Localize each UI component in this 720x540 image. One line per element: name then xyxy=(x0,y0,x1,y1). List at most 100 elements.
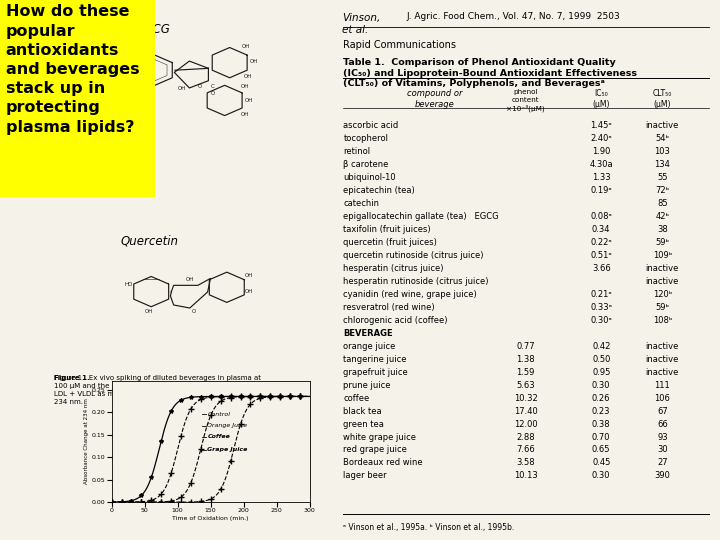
Text: 4.30a: 4.30a xyxy=(590,160,613,170)
Text: 55: 55 xyxy=(657,173,667,183)
Text: IC₅₀
(µM): IC₅₀ (µM) xyxy=(593,89,610,109)
Text: 42ᵇ: 42ᵇ xyxy=(655,212,670,221)
Text: 108ᵇ: 108ᵇ xyxy=(652,316,672,325)
Text: 17.40: 17.40 xyxy=(514,407,537,416)
Text: OH: OH xyxy=(245,273,253,278)
Text: 3.66: 3.66 xyxy=(592,264,611,273)
Text: 59ᵇ: 59ᵇ xyxy=(655,238,670,247)
Text: black tea: black tea xyxy=(343,407,382,416)
Text: Rapid Communications: Rapid Communications xyxy=(343,40,456,51)
Text: inactive: inactive xyxy=(646,355,679,364)
Text: HO: HO xyxy=(125,281,133,287)
Text: 1.38: 1.38 xyxy=(516,355,535,364)
Text: J. Agric. Food Chem., Vol. 47, No. 7, 1999  2503: J. Agric. Food Chem., Vol. 47, No. 7, 19… xyxy=(407,12,621,21)
Text: compound or
beverage: compound or beverage xyxy=(407,89,462,109)
Text: Coffee: Coffee xyxy=(207,434,230,439)
Text: 109ᵇ: 109ᵇ xyxy=(653,251,672,260)
Text: grapefruit juice: grapefruit juice xyxy=(343,368,408,377)
Text: Grape Juice: Grape Juice xyxy=(207,447,248,452)
Text: 0.50: 0.50 xyxy=(592,355,611,364)
Text: OH: OH xyxy=(250,59,258,64)
Text: O: O xyxy=(210,91,215,96)
Text: Vinson,
et al.: Vinson, et al. xyxy=(342,14,380,35)
Text: catechin: catechin xyxy=(343,199,379,208)
Text: 66: 66 xyxy=(657,420,667,429)
Text: 67: 67 xyxy=(657,407,667,416)
Text: 103: 103 xyxy=(654,147,670,157)
Text: HO: HO xyxy=(130,63,139,68)
Text: OH: OH xyxy=(243,74,252,79)
Text: OH: OH xyxy=(178,86,186,91)
Text: 0.38: 0.38 xyxy=(592,420,611,429)
Text: 27: 27 xyxy=(657,458,667,468)
Text: C: C xyxy=(210,84,215,89)
Text: 10.32: 10.32 xyxy=(514,394,537,403)
Text: ubiquinol-10: ubiquinol-10 xyxy=(343,173,396,183)
Text: 2.88: 2.88 xyxy=(516,433,535,442)
Text: 111: 111 xyxy=(654,381,670,390)
Text: OH: OH xyxy=(245,98,253,103)
Text: lager beer: lager beer xyxy=(343,471,387,481)
Text: ascorbic acid: ascorbic acid xyxy=(343,122,399,131)
Text: 7.66: 7.66 xyxy=(516,446,535,455)
Text: 2.40ᵃ: 2.40ᵃ xyxy=(590,134,612,144)
Text: 10.13: 10.13 xyxy=(514,471,537,481)
Text: 3.58: 3.58 xyxy=(516,458,535,468)
Text: 390: 390 xyxy=(654,471,670,481)
Text: 0.77: 0.77 xyxy=(516,342,535,351)
Text: 1.33: 1.33 xyxy=(592,173,611,183)
Text: hesperatin (citrus juice): hesperatin (citrus juice) xyxy=(343,264,444,273)
Text: 38: 38 xyxy=(657,225,667,234)
Bar xyxy=(0,0,155,197)
Text: inactive: inactive xyxy=(646,277,679,286)
Text: Orange Juice: Orange Juice xyxy=(207,423,248,428)
Text: 0.33ᵃ: 0.33ᵃ xyxy=(590,303,612,312)
Text: 134: 134 xyxy=(654,160,670,170)
Text: coffee: coffee xyxy=(343,394,369,403)
Text: chlorogenic acid (coffee): chlorogenic acid (coffee) xyxy=(343,316,448,325)
Text: OH: OH xyxy=(245,289,253,294)
Text: OH: OH xyxy=(186,277,194,282)
Text: 1.59: 1.59 xyxy=(516,368,535,377)
Text: 72ᵇ: 72ᵇ xyxy=(655,186,670,195)
Text: hesperatin rutinoside (citrus juice): hesperatin rutinoside (citrus juice) xyxy=(343,277,489,286)
Text: 5.63: 5.63 xyxy=(516,381,535,390)
Text: 0.51ᵃ: 0.51ᵃ xyxy=(590,251,612,260)
Text: 59ᵇ: 59ᵇ xyxy=(655,303,670,312)
Text: Figure 1.  Ex vivo spiking of diluted beverages in plasma at
100 μM and the effe: Figure 1. Ex vivo spiking of diluted bev… xyxy=(54,375,266,406)
Text: 0.42: 0.42 xyxy=(592,342,611,351)
Text: OH: OH xyxy=(147,50,155,55)
Text: 1.45ᵃ: 1.45ᵃ xyxy=(590,122,612,131)
Text: 0.65: 0.65 xyxy=(592,446,611,455)
Text: Quercetin: Quercetin xyxy=(121,235,179,248)
Text: phenol
content
×10⁻³(µM): phenol content ×10⁻³(µM) xyxy=(506,89,545,112)
Text: 85: 85 xyxy=(657,199,667,208)
Text: epicatechin (tea): epicatechin (tea) xyxy=(343,186,415,195)
Text: red grape juice: red grape juice xyxy=(343,446,408,455)
Text: OH: OH xyxy=(240,84,249,89)
Text: white grape juice: white grape juice xyxy=(343,433,416,442)
Text: 12.00: 12.00 xyxy=(514,420,537,429)
Text: tocopherol: tocopherol xyxy=(343,134,389,144)
Text: 106: 106 xyxy=(654,394,670,403)
Text: 120ᵇ: 120ᵇ xyxy=(653,290,672,299)
Text: Bordeaux red wine: Bordeaux red wine xyxy=(343,458,423,468)
Text: inactive: inactive xyxy=(646,342,679,351)
Text: 0.45: 0.45 xyxy=(592,458,611,468)
Text: retinol: retinol xyxy=(343,147,371,157)
Text: Table 1.  Comparison of Phenol Antioxidant Quality: Table 1. Comparison of Phenol Antioxidan… xyxy=(343,58,616,67)
Text: β carotene: β carotene xyxy=(343,160,389,170)
Text: 0.22ᵃ: 0.22ᵃ xyxy=(590,238,612,247)
Text: inactive: inactive xyxy=(646,122,679,131)
Text: EGCG: EGCG xyxy=(137,23,171,36)
Text: inactive: inactive xyxy=(646,368,679,377)
Text: orange juice: orange juice xyxy=(343,342,396,351)
Text: 0.19ᵃ: 0.19ᵃ xyxy=(590,186,612,195)
Text: How do these
popular
antioxidants
and beverages
stack up in
protecting
plasma li: How do these popular antioxidants and be… xyxy=(6,4,140,134)
Text: 0.30: 0.30 xyxy=(592,381,611,390)
Text: inactive: inactive xyxy=(646,264,679,273)
Text: resveratrol (red wine): resveratrol (red wine) xyxy=(343,303,435,312)
Text: 0.30: 0.30 xyxy=(592,471,611,481)
Text: O: O xyxy=(192,308,196,314)
Text: 0.30ᵃ: 0.30ᵃ xyxy=(590,316,612,325)
